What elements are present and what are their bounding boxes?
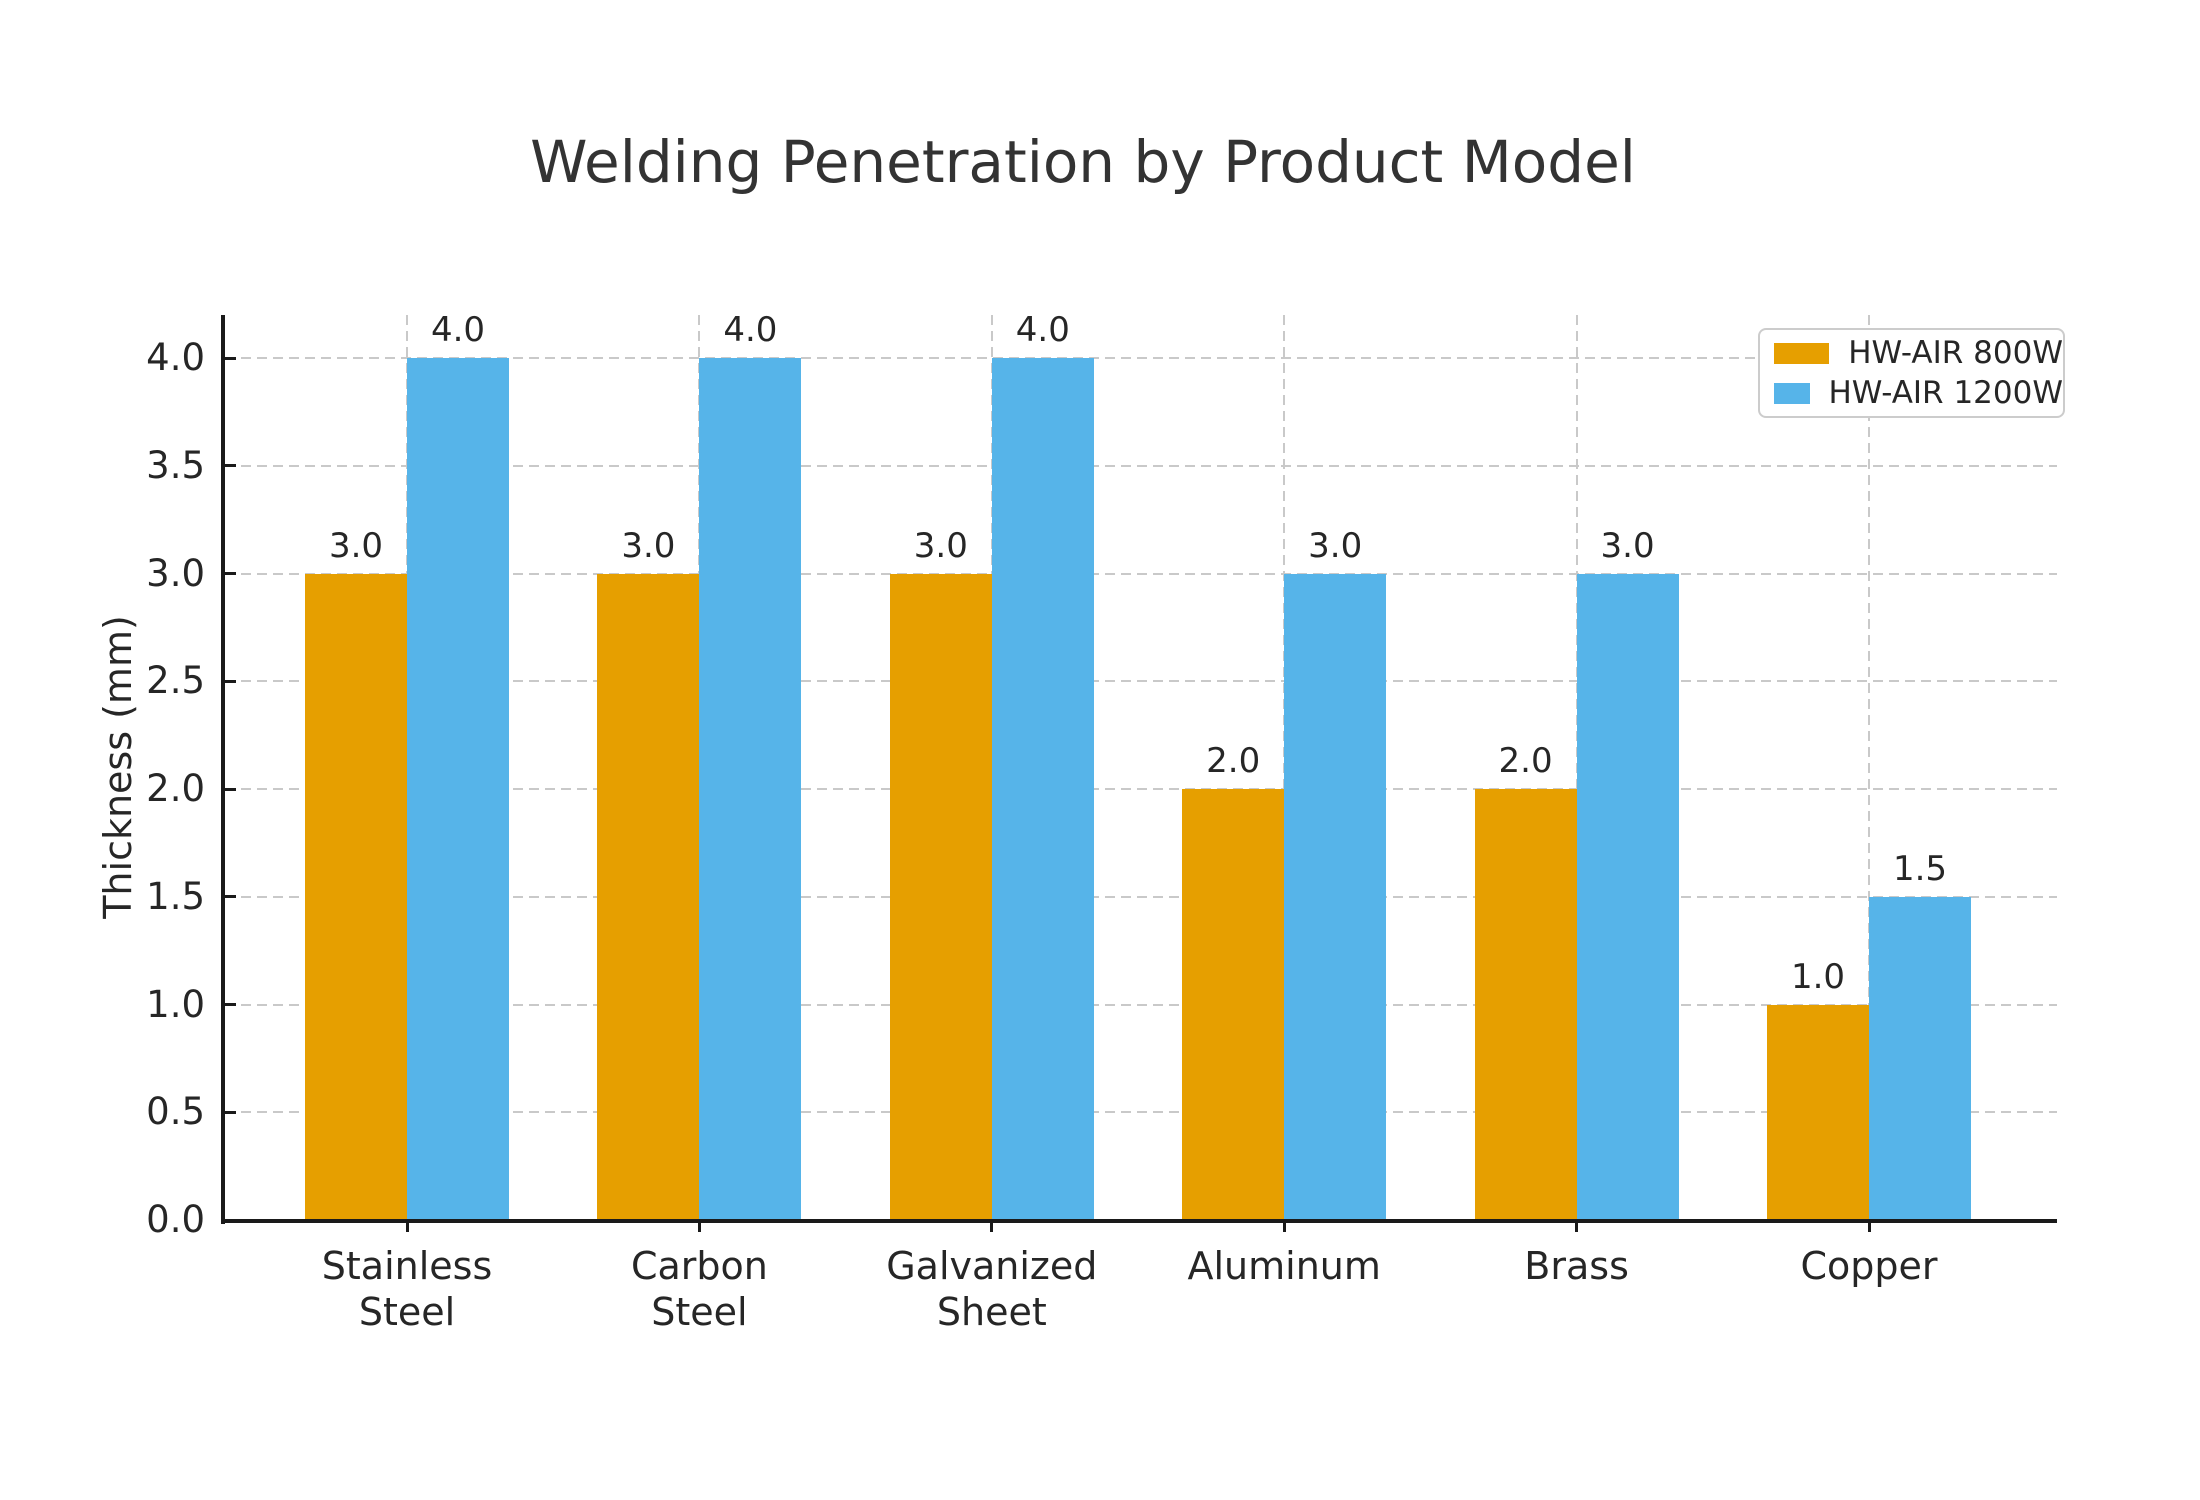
y-tick-mark — [222, 1003, 236, 1007]
h-gridline — [225, 464, 2057, 467]
h-gridline — [225, 680, 2057, 683]
bar-1200w-5 — [1869, 896, 1971, 1220]
x-tick-label: Brass — [1524, 1244, 1629, 1288]
y-tick-label: 1.5 — [146, 874, 205, 918]
bar-800w-2 — [889, 573, 992, 1220]
y-tick-label: 3.0 — [146, 551, 205, 595]
y-tick-mark — [222, 356, 236, 360]
x-tick-mark — [405, 1219, 409, 1232]
y-tick-mark — [222, 787, 236, 791]
bar-value-label: 1.0 — [1790, 956, 1846, 997]
x-tick-mark — [697, 1219, 701, 1232]
x-tick-label: Carbon Steel — [630, 1244, 768, 1334]
bar-1200w-3 — [1284, 573, 1387, 1220]
x-axis-spine — [221, 1219, 2057, 1223]
legend-label-800w: HW-AIR 800W — [1848, 335, 2063, 371]
v-gridline — [1868, 315, 1870, 1220]
h-gridline — [225, 788, 2057, 791]
bar-800w-5 — [1767, 1004, 1869, 1220]
chart-title: Welding Penetration by Product Model — [530, 128, 1636, 196]
legend-item-hw-air-800w: HW-AIR 800W — [1774, 335, 2063, 371]
bar-800w-0 — [305, 573, 407, 1220]
bar-value-label: 4.0 — [430, 310, 486, 351]
x-tick-mark — [1282, 1219, 1286, 1232]
y-tick-label: 1.0 — [146, 982, 205, 1026]
x-tick-label: Stainless Steel — [321, 1244, 493, 1334]
y-tick-mark — [222, 679, 236, 683]
legend-item-hw-air-1200w: HW-AIR 1200W — [1774, 375, 2064, 411]
y-tick-label: 2.5 — [146, 659, 205, 703]
bar-value-label: 3.0 — [913, 525, 968, 566]
y-tick-mark — [222, 572, 236, 576]
bar-value-label: 3.0 — [328, 525, 384, 566]
bar-800w-1 — [597, 573, 700, 1220]
x-tick-mark — [1575, 1219, 1579, 1232]
y-axis-spine — [221, 315, 225, 1224]
bar-value-label: 1.5 — [1892, 848, 1948, 889]
bar-1200w-0 — [407, 358, 509, 1220]
bar-value-label: 3.0 — [621, 525, 676, 566]
bar-value-label: 2.0 — [1498, 741, 1553, 782]
y-tick-mark — [222, 1110, 236, 1114]
bar-800w-4 — [1474, 789, 1577, 1220]
bar-value-label: 3.0 — [1600, 525, 1655, 566]
x-tick-label: Aluminum — [1187, 1244, 1381, 1288]
h-gridline — [225, 1111, 2057, 1114]
h-gridline — [225, 572, 2057, 575]
bar-value-label: 2.0 — [1206, 741, 1261, 782]
x-tick-label: Copper — [1800, 1244, 1938, 1288]
bar-1200w-1 — [699, 358, 802, 1220]
h-gridline — [225, 357, 2057, 360]
bar-value-label: 4.0 — [1015, 310, 1070, 351]
x-tick-mark — [990, 1219, 994, 1232]
h-gridline — [225, 1003, 2057, 1006]
legend-label-1200w: HW-AIR 1200W — [1828, 375, 2064, 411]
bar-1200w-4 — [1576, 573, 1679, 1220]
y-tick-mark — [222, 464, 236, 468]
legend-swatch-800w-icon — [1774, 342, 1830, 364]
x-tick-mark — [1867, 1219, 1871, 1232]
legend: HW-AIR 800W HW-AIR 1200W — [1758, 328, 2065, 418]
y-tick-label: 3.5 — [146, 443, 205, 487]
h-gridline — [225, 895, 2057, 898]
bar-1200w-2 — [991, 358, 1094, 1220]
y-tick-label: 2.0 — [146, 767, 205, 811]
y-tick-label: 4.0 — [146, 336, 205, 380]
y-tick-label: 0.5 — [146, 1090, 205, 1134]
bar-800w-3 — [1182, 789, 1285, 1220]
legend-swatch-1200w-icon — [1774, 382, 1810, 404]
y-tick-label: 0.0 — [146, 1198, 205, 1241]
y-tick-mark — [222, 895, 236, 899]
x-tick-label: Galvanized Sheet — [886, 1244, 1098, 1334]
bar-value-label: 3.0 — [1308, 525, 1363, 566]
bar-value-label: 4.0 — [723, 310, 778, 351]
